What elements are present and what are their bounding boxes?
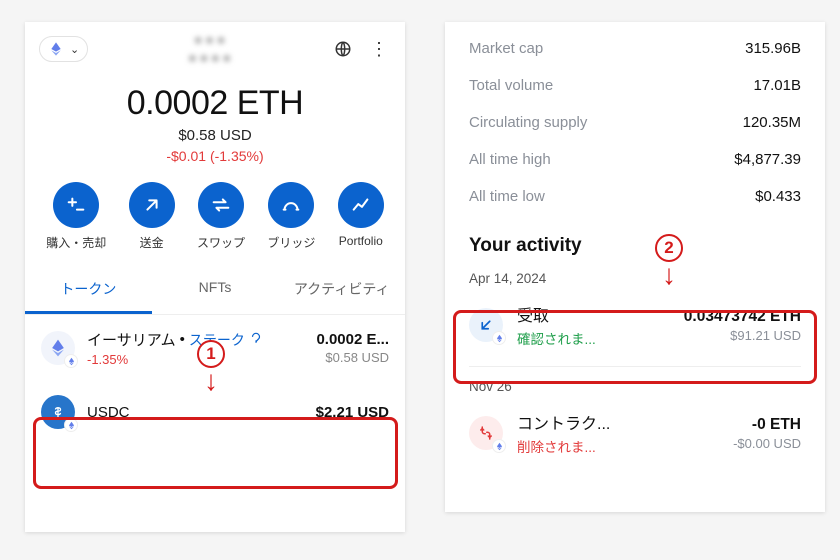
activity-date: Apr 14, 2024 <box>445 265 825 290</box>
token-usd: $2.21 USD <box>316 404 389 421</box>
stat-row: All time low$0.433 <box>469 178 801 215</box>
network-selector[interactable]: ⌄ <box>39 36 88 62</box>
activity-usd: -$0.00 USD <box>733 436 801 451</box>
stake-link[interactable]: ステーク <box>189 330 245 350</box>
portfolio-button[interactable]: Portfolio <box>338 182 384 251</box>
swap-button[interactable]: スワップ <box>197 182 245 251</box>
activity-usd: $91.21 USD <box>684 328 801 343</box>
kebab-menu-button[interactable]: ⋮ <box>367 39 391 60</box>
balance-block: 0.0002 ETH $0.58 USD -$0.01 (-1.35%) <box>25 76 405 168</box>
token-icon-wrap <box>41 395 75 429</box>
dots-vertical-icon: ⋮ <box>370 39 388 60</box>
balance-amount: 0.0002 ETH <box>25 84 405 123</box>
chart-line-icon <box>350 194 372 216</box>
stat-row: Circulating supply120.35M <box>469 104 801 141</box>
market-stats: Market cap315.96B Total volume17.01B Cir… <box>445 22 825 231</box>
ethereum-icon <box>48 41 64 57</box>
token-row-usdc[interactable]: USDC $2.21 USD <box>25 381 405 443</box>
usdc-icon <box>48 402 68 422</box>
swap-icon <box>210 194 232 216</box>
network-globe-button[interactable] <box>331 40 355 58</box>
activity-amount: -0 ETH <box>733 416 801 434</box>
arrow-down-left-icon <box>477 316 495 334</box>
activity-row-contract[interactable]: コントラク... 削除されま... -0 ETH -$0.00 USD <box>445 398 825 468</box>
activity-title-text: 受取 <box>517 302 670 326</box>
action-row: 購入・売却 送金 スワップ ブリッジ Portfolio <box>25 168 405 261</box>
tab-nfts[interactable]: NFTs <box>152 267 279 314</box>
arrow-up-right-icon <box>141 194 163 216</box>
stake-icon <box>249 331 263 348</box>
tab-tokens[interactable]: トークン <box>25 267 152 314</box>
buy-sell-button[interactable]: 購入・売却 <box>46 182 106 251</box>
token-row-eth[interactable]: イーサリアム • ステーク -1.35% 0.0002 E... $0.58 U… <box>25 315 405 381</box>
ethereum-icon <box>48 338 68 358</box>
network-badge <box>64 354 78 368</box>
bridge-button[interactable]: ブリッジ <box>267 182 315 251</box>
activity-status: 削除されま... <box>517 436 719 456</box>
stat-row: Total volume17.01B <box>469 67 801 104</box>
contract-interaction-icon <box>477 424 495 442</box>
activity-amount: 0.03473742 ETH <box>684 308 801 326</box>
network-badge <box>64 418 78 432</box>
stat-row: Market cap315.96B <box>469 30 801 67</box>
bridge-icon <box>280 194 302 216</box>
wallet-header: ⌄ ● ● ●● ● ● ● ⋮ <box>25 22 405 76</box>
account-label-blurred: ● ● ●● ● ● ● <box>100 31 319 67</box>
token-usd: $0.58 USD <box>316 350 389 365</box>
send-button[interactable]: 送金 <box>129 182 175 251</box>
activity-row-receive[interactable]: 受取 確認されま... 0.03473742 ETH $91.21 USD <box>445 290 825 360</box>
balance-change: -$0.01 (-1.35%) <box>25 148 405 164</box>
chevron-down-icon: ⌄ <box>70 43 79 56</box>
activity-title-text: コントラク... <box>517 410 719 434</box>
token-name: イーサリアム <box>87 329 176 350</box>
tab-activity[interactable]: アクティビティ <box>278 267 405 314</box>
stat-row: All time high$4,877.39 <box>469 141 801 178</box>
globe-icon <box>334 40 352 58</box>
activity-status: 確認されま... <box>517 328 670 348</box>
activity-title: Your activity <box>445 231 825 265</box>
network-badge <box>492 439 506 453</box>
divider <box>469 366 801 367</box>
tabs: トークン NFTs アクティビティ <box>25 267 405 315</box>
plus-minus-icon <box>65 194 87 216</box>
activity-date: Nov 26 <box>445 373 825 398</box>
token-icon-wrap <box>41 331 75 365</box>
token-amount: 0.0002 E... <box>316 331 389 348</box>
wallet-panel: ⌄ ● ● ●● ● ● ● ⋮ 0.0002 ETH $0.58 USD -$… <box>25 22 405 532</box>
asset-detail-panel: Market cap315.96B Total volume17.01B Cir… <box>445 22 825 512</box>
network-badge <box>492 331 506 345</box>
token-change: -1.35% <box>87 352 304 367</box>
balance-usd: $0.58 USD <box>25 127 405 144</box>
token-name: USDC <box>87 404 130 421</box>
